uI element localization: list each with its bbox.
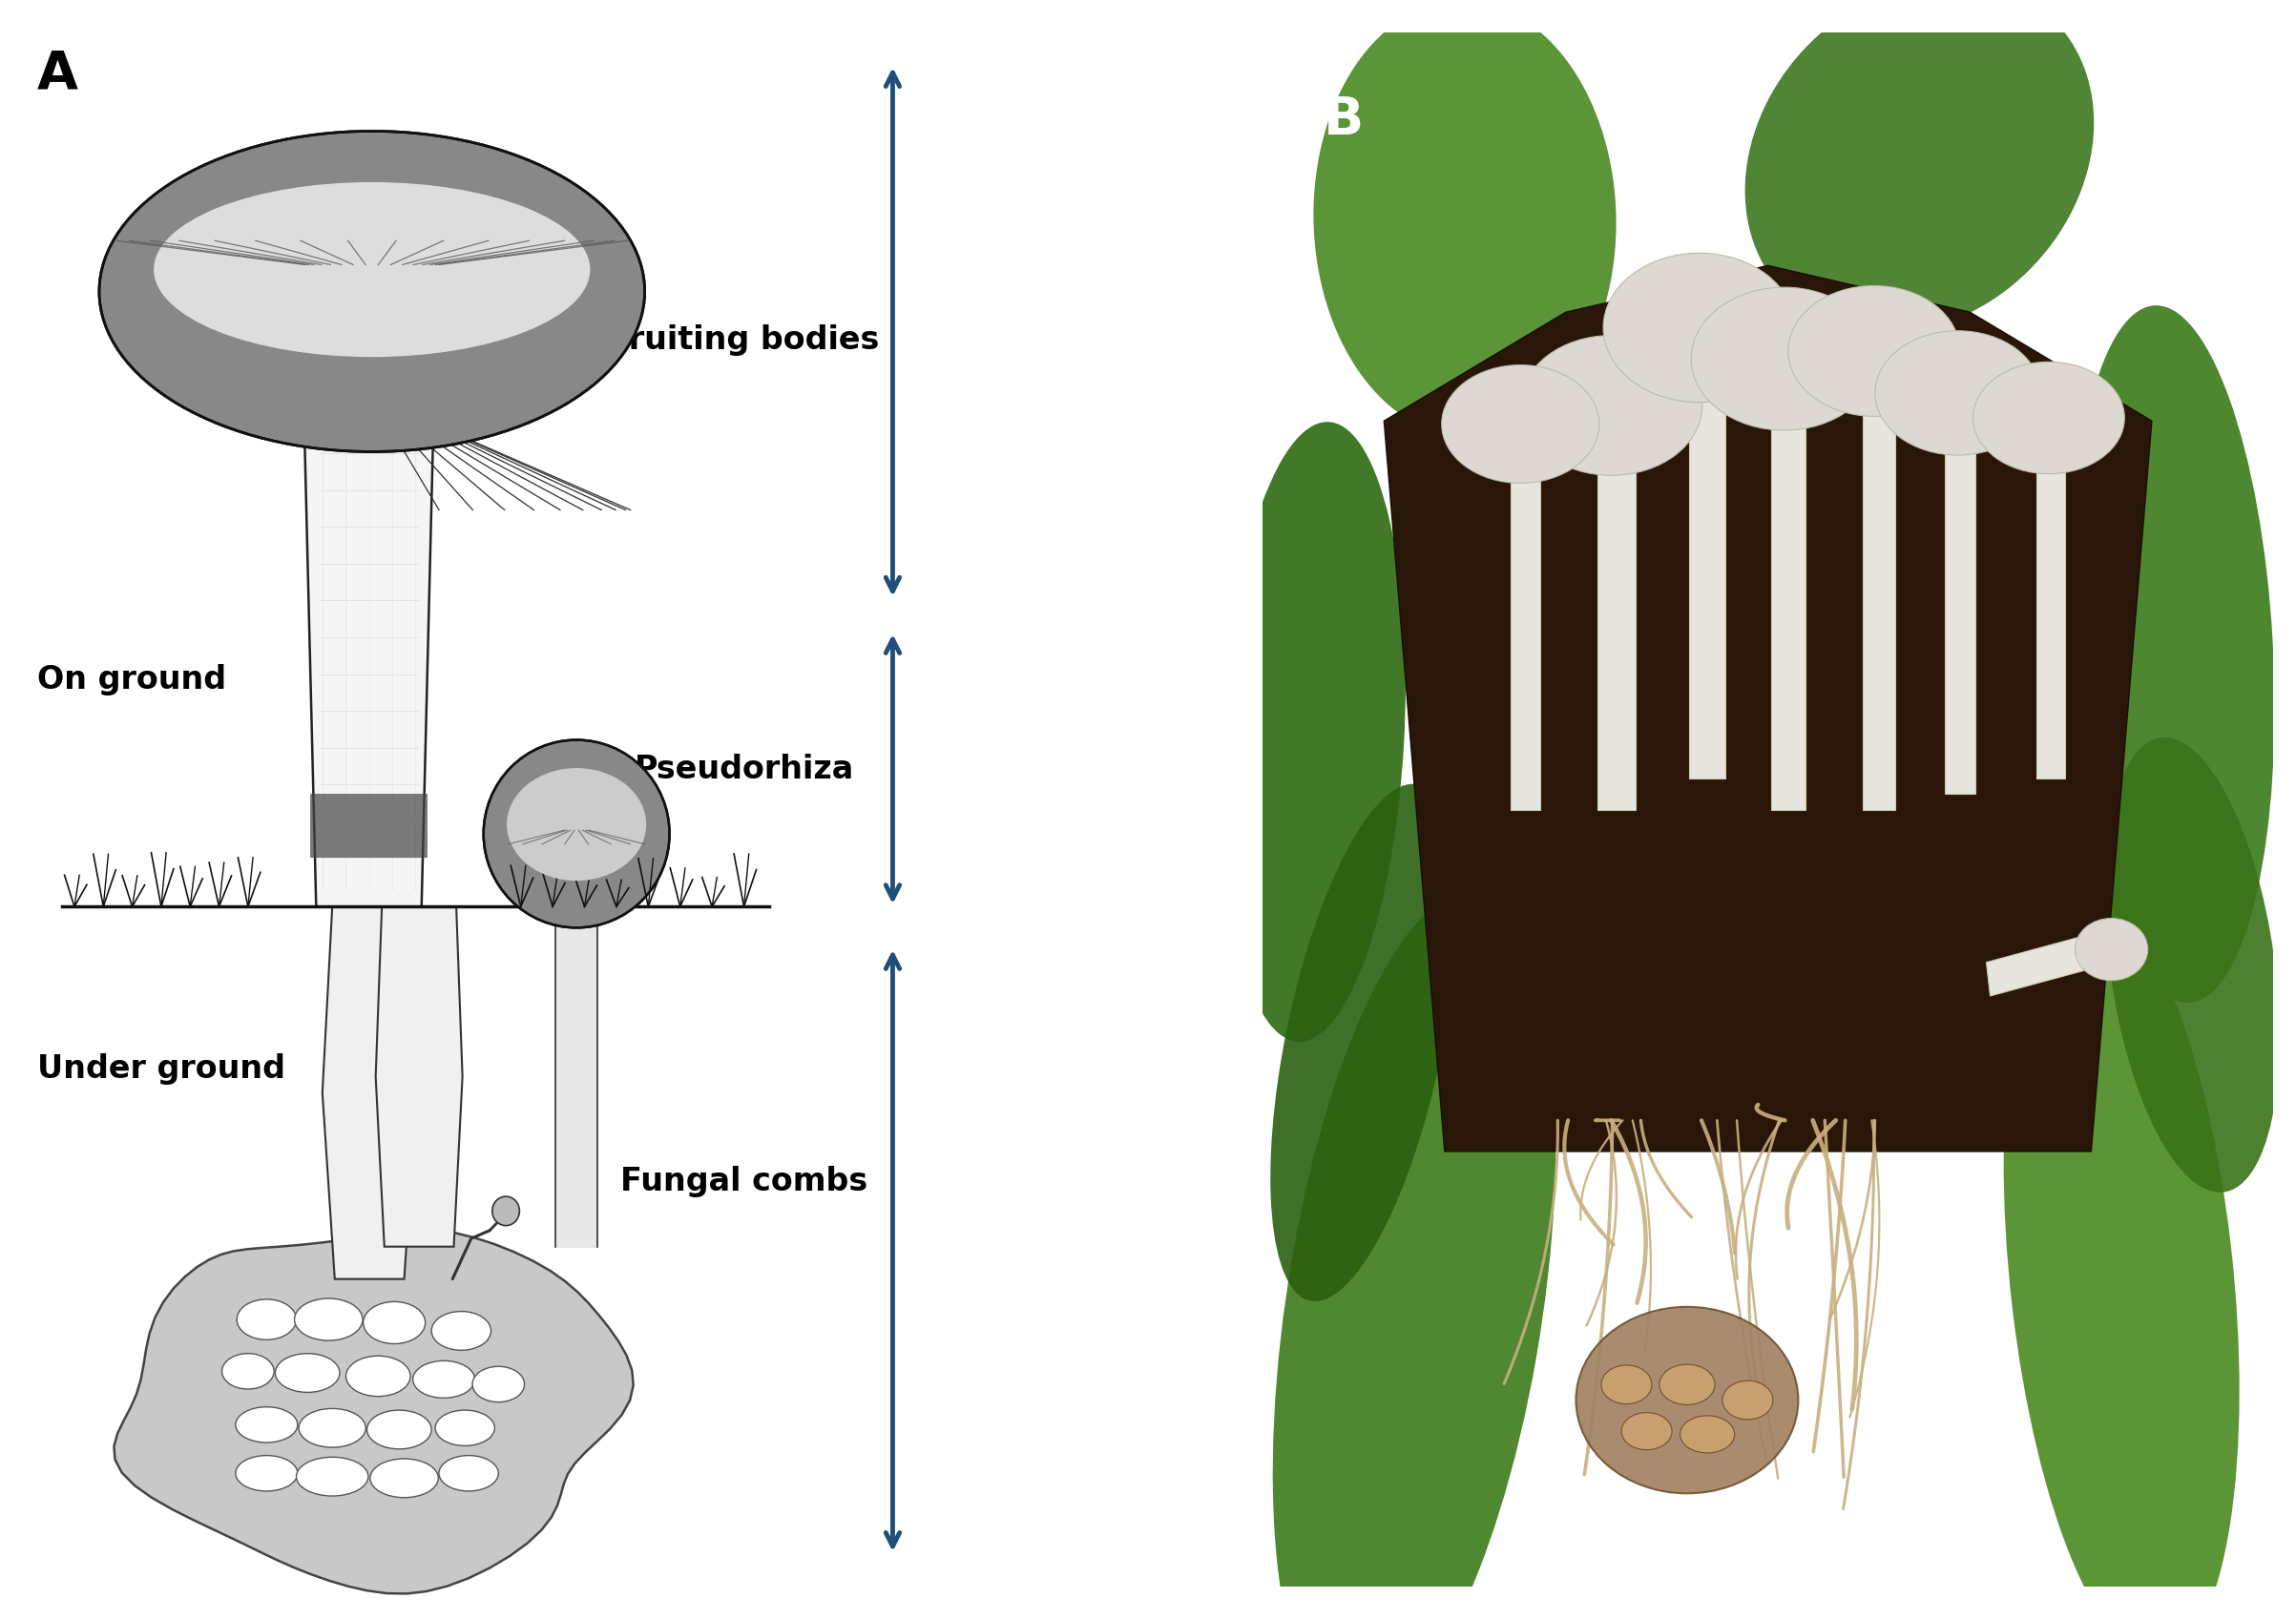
Ellipse shape — [294, 1298, 363, 1341]
Ellipse shape — [367, 1410, 432, 1449]
Ellipse shape — [1603, 253, 1795, 402]
Text: On ground: On ground — [37, 664, 227, 696]
Bar — [1598, 452, 1635, 810]
Bar — [1945, 437, 1975, 793]
Ellipse shape — [1789, 285, 1961, 416]
Bar — [1862, 390, 1894, 810]
Polygon shape — [377, 907, 461, 1247]
Ellipse shape — [2105, 737, 2280, 1193]
Ellipse shape — [1745, 0, 2094, 334]
Ellipse shape — [1600, 1365, 1651, 1404]
Bar — [310, 793, 427, 858]
Text: Under ground: Under ground — [37, 1052, 285, 1085]
Bar — [1511, 468, 1541, 810]
Text: B: B — [1322, 94, 1364, 146]
Ellipse shape — [1520, 335, 1701, 476]
Ellipse shape — [236, 1407, 298, 1443]
Ellipse shape — [1221, 423, 1405, 1041]
Ellipse shape — [507, 767, 645, 881]
Ellipse shape — [1876, 330, 2041, 455]
Ellipse shape — [99, 131, 645, 452]
Polygon shape — [115, 1229, 634, 1593]
Ellipse shape — [1442, 364, 1600, 482]
Bar — [1770, 405, 1805, 810]
Ellipse shape — [1575, 1307, 1798, 1493]
Ellipse shape — [1692, 287, 1878, 431]
Bar — [1986, 929, 2110, 996]
Ellipse shape — [432, 1311, 491, 1350]
Ellipse shape — [154, 183, 590, 358]
Ellipse shape — [2069, 306, 2275, 1002]
Polygon shape — [321, 907, 416, 1279]
Text: Fungal combs: Fungal combs — [620, 1166, 868, 1198]
Ellipse shape — [370, 1459, 439, 1498]
Ellipse shape — [1270, 784, 1458, 1302]
Ellipse shape — [413, 1360, 475, 1399]
Ellipse shape — [363, 1302, 425, 1344]
Ellipse shape — [484, 740, 670, 928]
Ellipse shape — [276, 1353, 340, 1392]
Ellipse shape — [1272, 890, 1557, 1619]
Ellipse shape — [347, 1355, 411, 1396]
Ellipse shape — [439, 1455, 498, 1491]
Ellipse shape — [1972, 363, 2124, 474]
Ellipse shape — [1621, 1412, 1671, 1451]
Ellipse shape — [436, 1410, 494, 1446]
Ellipse shape — [2076, 918, 2147, 981]
Ellipse shape — [1313, 2, 1616, 437]
Ellipse shape — [1681, 1415, 1733, 1452]
Ellipse shape — [298, 1409, 365, 1447]
Text: A: A — [37, 49, 78, 100]
Polygon shape — [303, 405, 434, 907]
Ellipse shape — [473, 1366, 523, 1402]
Bar — [2037, 468, 2064, 779]
Ellipse shape — [491, 1196, 519, 1226]
Ellipse shape — [1660, 1365, 1715, 1405]
Text: Fruiting bodies: Fruiting bodies — [608, 324, 879, 356]
Ellipse shape — [236, 1455, 298, 1491]
Polygon shape — [1384, 266, 2151, 1151]
Ellipse shape — [236, 1298, 296, 1341]
Ellipse shape — [223, 1353, 273, 1389]
Ellipse shape — [296, 1457, 367, 1496]
Bar — [1690, 343, 1727, 779]
Ellipse shape — [1722, 1381, 1773, 1420]
Ellipse shape — [2004, 892, 2239, 1619]
Text: Pseudorhiza: Pseudorhiza — [634, 753, 854, 785]
